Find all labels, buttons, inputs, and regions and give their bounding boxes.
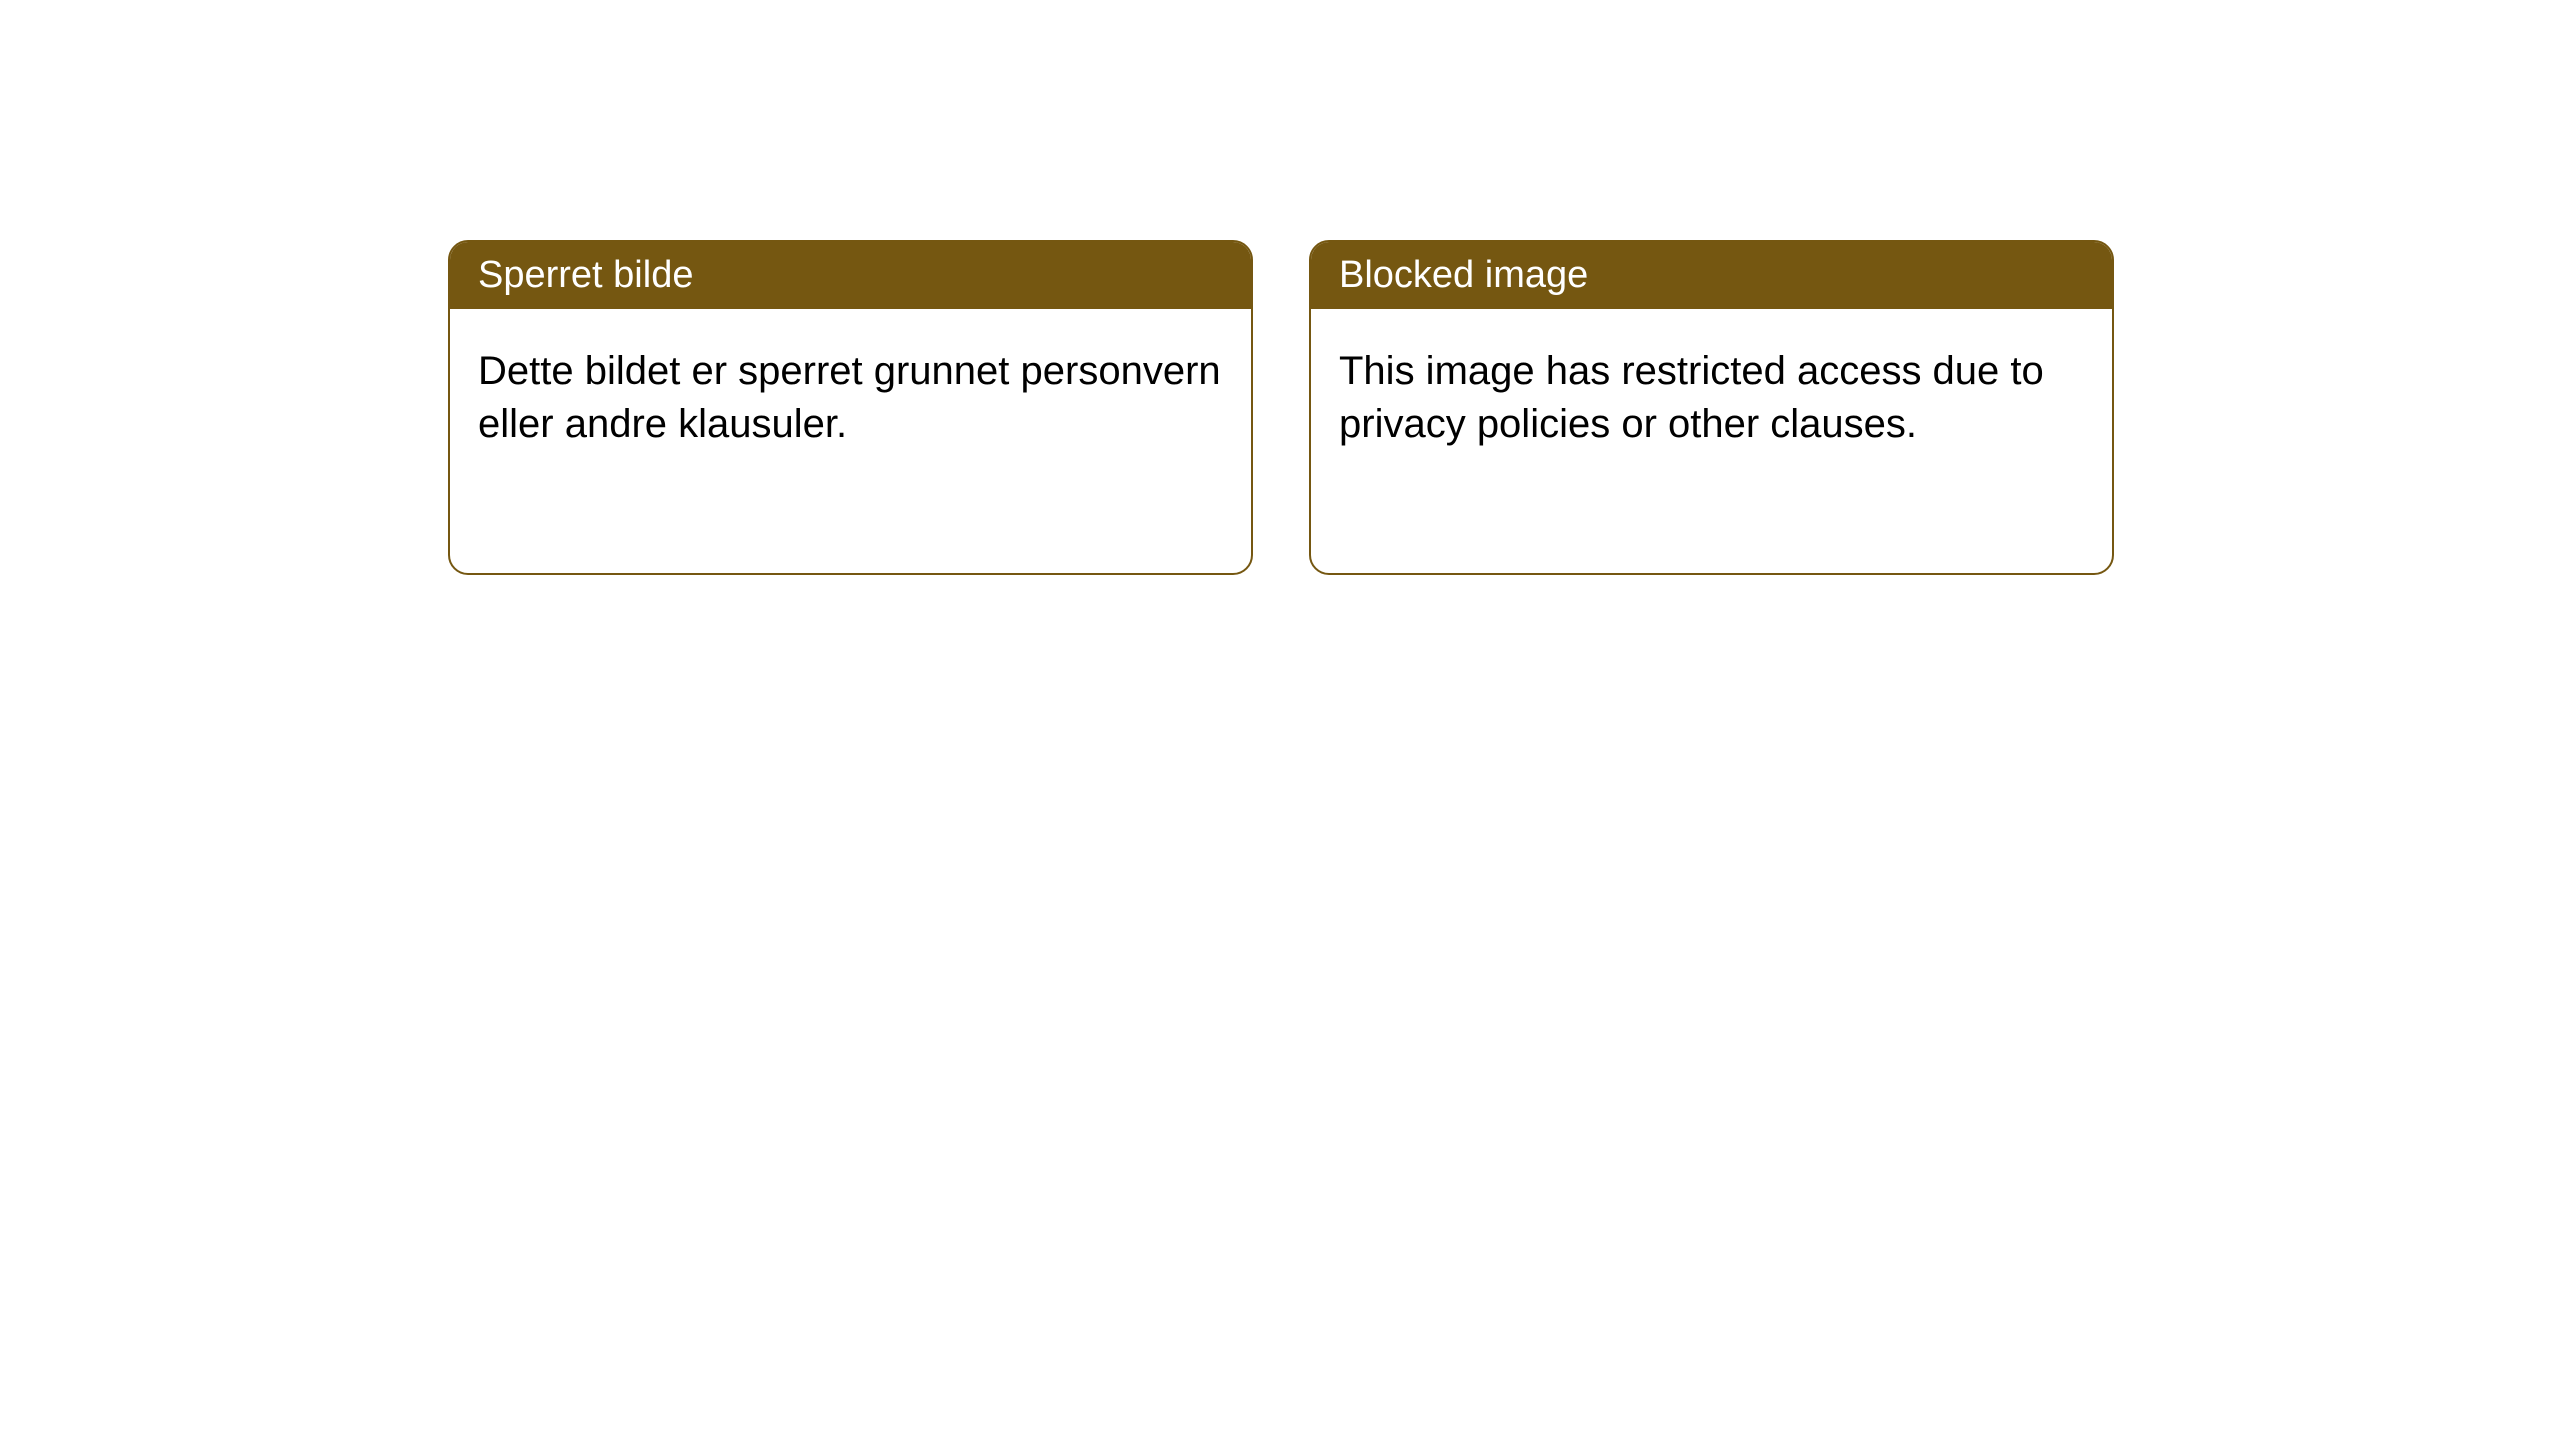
panel-body: Dette bildet er sperret grunnet personve…: [450, 309, 1251, 487]
panel-header: Sperret bilde: [450, 242, 1251, 309]
panel-body-text: This image has restricted access due to …: [1339, 349, 2044, 446]
panel-title: Blocked image: [1339, 254, 1588, 296]
panel-body: This image has restricted access due to …: [1311, 309, 2112, 487]
panel-title: Sperret bilde: [478, 254, 693, 296]
panel-body-text: Dette bildet er sperret grunnet personve…: [478, 349, 1221, 446]
blocked-image-panel-english: Blocked image This image has restricted …: [1309, 240, 2114, 575]
notice-container: Sperret bilde Dette bildet er sperret gr…: [0, 0, 2560, 575]
blocked-image-panel-norwegian: Sperret bilde Dette bildet er sperret gr…: [448, 240, 1253, 575]
panel-header: Blocked image: [1311, 242, 2112, 309]
